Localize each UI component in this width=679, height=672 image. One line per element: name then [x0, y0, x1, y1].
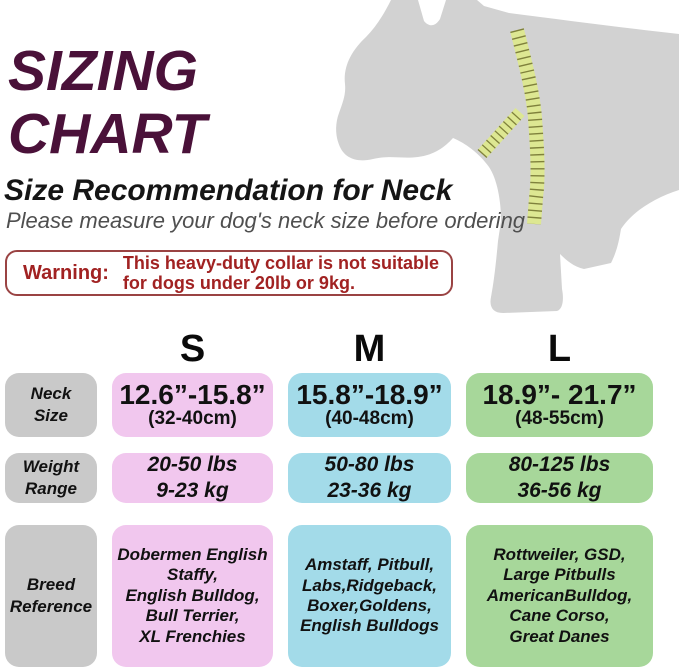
breed-list-l: Rottweiler, GSD, Large Pitbulls American… [486, 545, 633, 646]
neck-size-cell-m: 15.8”-18.9” (40-48cm) [288, 373, 451, 437]
measuring-tape-icon [477, 28, 545, 225]
page-title-line1: SIZING [8, 39, 199, 103]
dog-neck-measurement-illustration [336, 0, 679, 313]
neck-size-cm-s: (32-40cm) [148, 408, 237, 430]
column-header-s: S [179, 328, 206, 370]
breed-reference-cell-m: Amstaff, Pitbull, Labs,Ridgeback, Boxer,… [288, 525, 451, 667]
breed-list-s: Dobermen English Staffy, English Bulldog… [117, 545, 268, 646]
column-header-l: L [547, 328, 572, 370]
neck-size-inches-m: 15.8”-18.9” [296, 378, 443, 410]
dog-silhouette [336, 0, 679, 313]
row-label-neck-size-text: Neck Size [30, 383, 72, 425]
size-table: S M L Neck Size 12.6”-15.8” (32-40cm) 15… [5, 328, 653, 667]
weight-range-text-l: 80-125 lbs 36-56 kg [508, 453, 611, 502]
neck-size-cm-m: (40-48cm) [325, 408, 414, 430]
measure-instruction-text: Please measure your dog's neck size befo… [6, 208, 526, 233]
row-label-weight-range: Weight Range [5, 453, 97, 503]
neck-size-cell-l: 18.9”- 21.7” (48-55cm) [466, 373, 653, 437]
row-label-breed-reference-text: Breed Reference [9, 574, 93, 616]
row-label-neck-size: Neck Size [5, 373, 97, 437]
warning-message: This heavy-duty collar is not suitable f… [122, 252, 439, 293]
neck-size-inches-s: 12.6”-15.8” [119, 378, 266, 410]
breed-list-m: Amstaff, Pitbull, Labs,Ridgeback, Boxer,… [300, 555, 439, 636]
weight-range-text-s: 20-50 lbs 9-23 kg [147, 453, 238, 502]
row-label-weight-range-text: Weight Range [22, 456, 80, 498]
weight-range-text-m: 50-80 lbs 23-36 kg [324, 453, 415, 502]
neck-size-inches-l: 18.9”- 21.7” [482, 378, 637, 410]
page-title-line2: CHART [8, 101, 207, 166]
page-title: SIZING CHART [8, 40, 206, 165]
breed-reference-cell-s: Dobermen English Staffy, English Bulldog… [112, 525, 273, 667]
column-header-m: M [353, 328, 386, 370]
breed-reference-cell-l: Rottweiler, GSD, Large Pitbulls American… [466, 525, 653, 667]
warning-box: Warning: This heavy-duty collar is not s… [5, 250, 453, 296]
row-label-breed-reference: Breed Reference [5, 525, 97, 667]
warning-label: Warning: [23, 261, 109, 284]
weight-range-cell-s: 20-50 lbs 9-23 kg [112, 453, 273, 503]
neck-size-cell-s: 12.6”-15.8” (32-40cm) [112, 373, 273, 437]
neck-size-cm-l: (48-55cm) [515, 408, 604, 430]
section-heading: Size Recommendation for Neck [4, 174, 453, 207]
weight-range-cell-l: 80-125 lbs 36-56 kg [466, 453, 653, 503]
weight-range-cell-m: 50-80 lbs 23-36 kg [288, 453, 451, 503]
